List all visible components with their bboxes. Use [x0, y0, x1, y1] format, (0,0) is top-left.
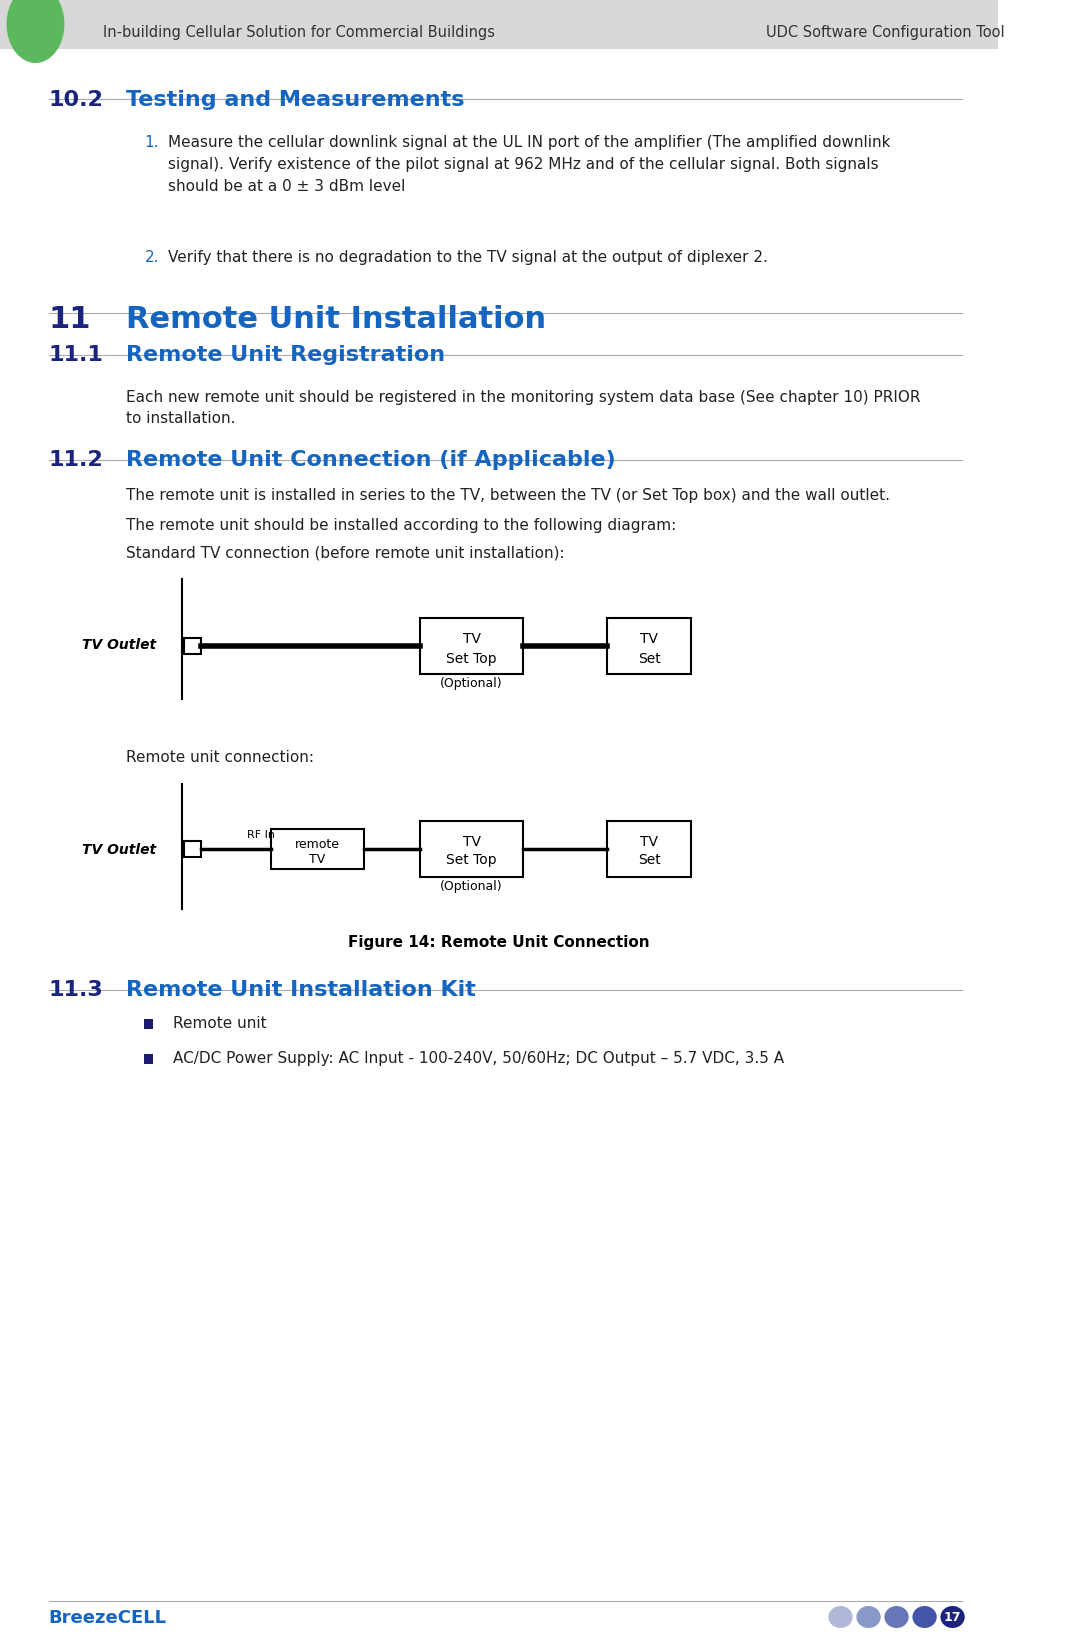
- Bar: [420, 618, 523, 675]
- Bar: [420, 821, 523, 877]
- Bar: [270, 829, 365, 869]
- Bar: [144, 1019, 153, 1029]
- Text: 11.1: 11.1: [48, 344, 104, 365]
- Bar: [607, 618, 691, 675]
- Ellipse shape: [856, 1606, 881, 1628]
- Text: Figure 14: Remote Unit Connection: Figure 14: Remote Unit Connection: [347, 934, 650, 949]
- Text: (Optional): (Optional): [440, 880, 502, 893]
- Bar: [184, 639, 201, 654]
- Text: Remote Unit Connection (if Applicable): Remote Unit Connection (if Applicable): [126, 449, 616, 470]
- Text: The remote unit should be installed according to the following diagram:: The remote unit should be installed acco…: [126, 518, 677, 533]
- Text: 17: 17: [944, 1611, 961, 1624]
- Text: TV: TV: [640, 631, 659, 646]
- Text: Set: Set: [638, 852, 661, 867]
- Text: 1.: 1.: [144, 134, 159, 149]
- Text: Remote Unit Installation Kit: Remote Unit Installation Kit: [126, 980, 476, 1000]
- Text: TV: TV: [463, 631, 481, 646]
- Text: RF In: RF In: [248, 829, 276, 839]
- Text: Remote unit: Remote unit: [173, 1015, 266, 1029]
- Text: Remote unit connection:: Remote unit connection:: [126, 749, 314, 764]
- Text: 11: 11: [48, 305, 91, 334]
- Ellipse shape: [828, 1606, 853, 1628]
- Ellipse shape: [913, 1606, 936, 1628]
- Text: Set Top: Set Top: [447, 852, 497, 867]
- Text: 11.3: 11.3: [48, 980, 104, 1000]
- Text: BreezeCELL: BreezeCELL: [48, 1608, 167, 1626]
- Text: Remote Unit Registration: Remote Unit Registration: [126, 344, 445, 365]
- Text: TV: TV: [640, 834, 659, 849]
- Ellipse shape: [941, 1606, 964, 1628]
- Bar: [607, 821, 691, 877]
- Text: AC/DC Power Supply: AC Input - 100-240V, 50/60Hz; DC Output – 5.7 VDC, 3.5 A: AC/DC Power Supply: AC Input - 100-240V,…: [173, 1051, 784, 1065]
- Text: 2.: 2.: [144, 249, 159, 266]
- Text: UDC Software Configuration Tool: UDC Software Configuration Tool: [765, 25, 1005, 39]
- Text: TV Outlet: TV Outlet: [82, 842, 156, 857]
- Text: Testing and Measurements: Testing and Measurements: [126, 90, 465, 110]
- Text: 11.2: 11.2: [48, 449, 104, 470]
- Text: TV: TV: [309, 852, 326, 865]
- Text: 10.2: 10.2: [48, 90, 104, 110]
- Text: Set: Set: [638, 652, 661, 665]
- Text: (Optional): (Optional): [440, 677, 502, 690]
- FancyBboxPatch shape: [0, 0, 998, 49]
- Bar: [144, 1054, 153, 1064]
- Text: Standard TV connection (before remote unit installation):: Standard TV connection (before remote un…: [126, 544, 564, 559]
- Text: Each new remote unit should be registered in the monitoring system data base (Se: Each new remote unit should be registere…: [126, 390, 920, 426]
- Text: remote: remote: [295, 838, 340, 851]
- Text: The remote unit is installed in series to the TV, between the TV (or Set Top box: The remote unit is installed in series t…: [126, 488, 890, 503]
- Text: Measure the cellular downlink signal at the UL IN port of the amplifier (The amp: Measure the cellular downlink signal at …: [168, 134, 890, 195]
- Bar: [184, 841, 201, 857]
- Text: TV: TV: [463, 834, 481, 849]
- Ellipse shape: [884, 1606, 909, 1628]
- Ellipse shape: [6, 0, 64, 64]
- Text: TV Outlet: TV Outlet: [82, 638, 156, 652]
- Text: Set Top: Set Top: [447, 652, 497, 665]
- Text: In-building Cellular Solution for Commercial Buildings: In-building Cellular Solution for Commer…: [103, 25, 495, 39]
- Text: Remote Unit Installation: Remote Unit Installation: [126, 305, 546, 334]
- Text: Verify that there is no degradation to the TV signal at the output of diplexer 2: Verify that there is no degradation to t…: [168, 249, 768, 266]
